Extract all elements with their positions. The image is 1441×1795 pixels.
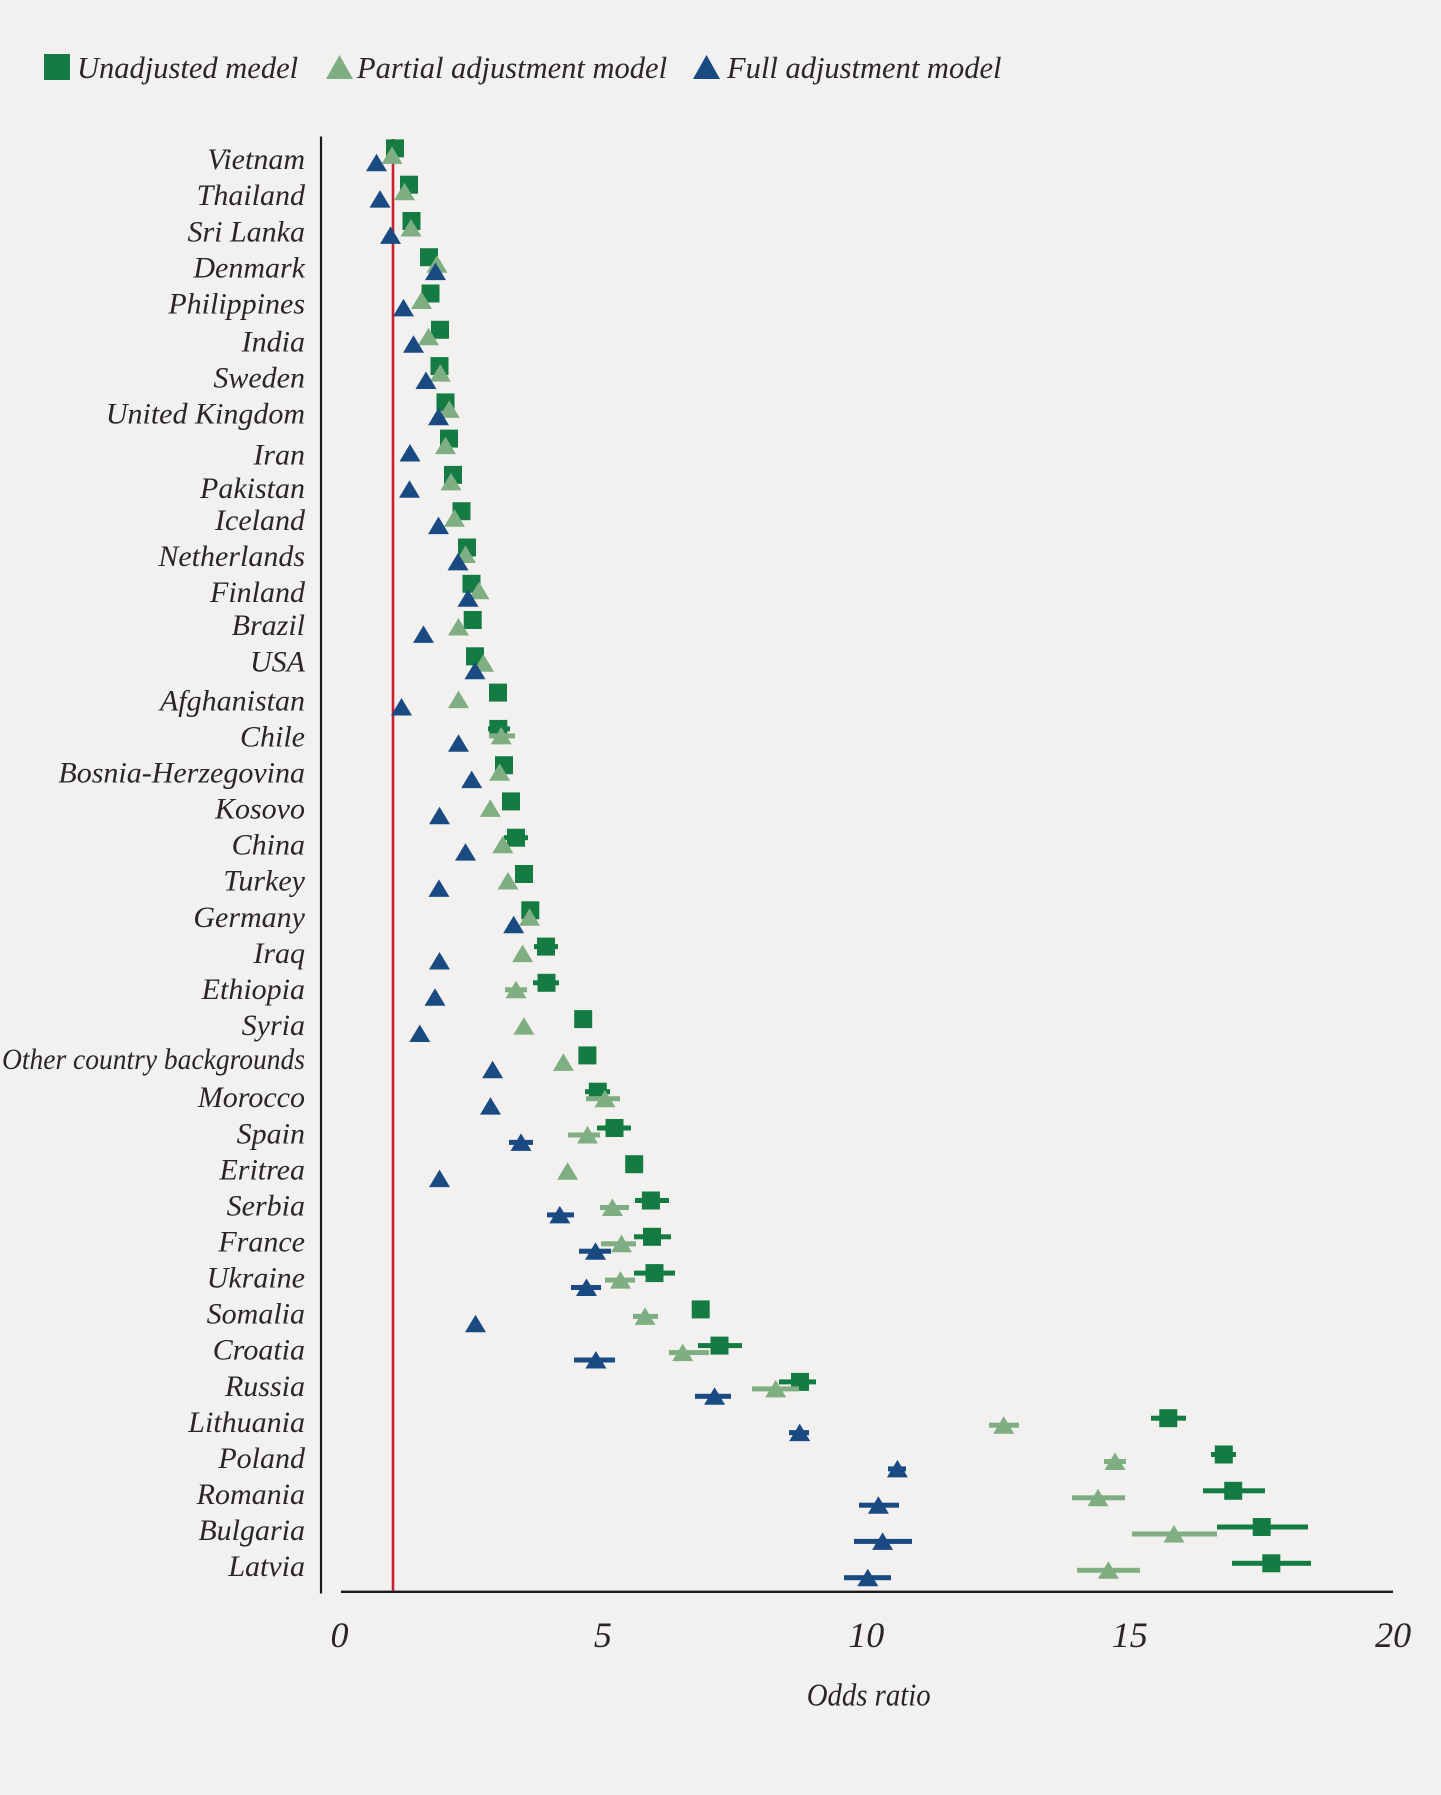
svg-text:Denmark: Denmark xyxy=(192,251,305,284)
svg-text:Turkey: Turkey xyxy=(223,865,305,898)
svg-text:Netherlands: Netherlands xyxy=(157,540,305,573)
svg-text:Serbia: Serbia xyxy=(227,1189,305,1222)
svg-text:Eritrea: Eritrea xyxy=(218,1153,305,1186)
svg-text:USA: USA xyxy=(250,646,306,679)
svg-text:Morocco: Morocco xyxy=(197,1081,305,1114)
svg-text:Philippines: Philippines xyxy=(167,287,305,320)
svg-text:Latvia: Latvia xyxy=(227,1550,305,1583)
svg-text:Syria: Syria xyxy=(242,1009,305,1042)
svg-text:10: 10 xyxy=(848,1615,884,1655)
svg-text:Iceland: Iceland xyxy=(214,504,306,537)
svg-text:Romania: Romania xyxy=(196,1478,305,1511)
svg-text:Other country backgrounds: Other country backgrounds xyxy=(2,1043,305,1076)
svg-text:15: 15 xyxy=(1112,1615,1148,1655)
svg-text:France: France xyxy=(217,1226,305,1259)
svg-text:Bosnia-Herzegovina: Bosnia-Herzegovina xyxy=(58,757,305,790)
svg-text:20: 20 xyxy=(1375,1615,1411,1655)
svg-text:Brazil: Brazil xyxy=(232,609,305,642)
svg-text:0: 0 xyxy=(331,1615,349,1655)
svg-text:Partial adjustment model: Partial adjustment model xyxy=(356,51,667,85)
svg-text:Iran: Iran xyxy=(252,439,305,472)
svg-text:Germany: Germany xyxy=(193,901,305,934)
svg-text:Finland: Finland xyxy=(209,576,306,609)
svg-text:5: 5 xyxy=(594,1615,612,1655)
svg-text:Ukraine: Ukraine xyxy=(207,1262,305,1295)
svg-text:Kosovo: Kosovo xyxy=(214,793,305,826)
svg-text:Spain: Spain xyxy=(237,1117,305,1150)
svg-text:Vietnam: Vietnam xyxy=(207,143,305,176)
svg-text:Sri Lanka: Sri Lanka xyxy=(187,215,305,248)
svg-text:China: China xyxy=(232,829,305,862)
svg-text:Bulgaria: Bulgaria xyxy=(198,1514,305,1547)
svg-text:Croatia: Croatia xyxy=(213,1334,305,1367)
svg-text:Full adjustment model: Full adjustment model xyxy=(726,51,1001,85)
svg-text:Chile: Chile xyxy=(240,720,305,753)
svg-text:Unadjusted medel: Unadjusted medel xyxy=(77,51,298,85)
svg-text:Pakistan: Pakistan xyxy=(199,472,305,505)
svg-text:India: India xyxy=(241,326,305,359)
svg-text:United Kingdom: United Kingdom xyxy=(106,398,305,431)
svg-text:Iraq: Iraq xyxy=(252,937,305,970)
svg-text:Lithuania: Lithuania xyxy=(187,1406,305,1439)
svg-text:Odds ratio: Odds ratio xyxy=(807,1678,931,1713)
svg-text:Poland: Poland xyxy=(217,1442,306,1475)
svg-text:Russia: Russia xyxy=(224,1370,305,1403)
svg-text:Ethiopia: Ethiopia xyxy=(201,973,305,1006)
svg-text:Thailand: Thailand xyxy=(197,179,306,212)
svg-text:Sweden: Sweden xyxy=(213,362,305,395)
svg-text:Somalia: Somalia xyxy=(207,1298,305,1331)
svg-text:Afghanistan: Afghanistan xyxy=(158,684,305,717)
